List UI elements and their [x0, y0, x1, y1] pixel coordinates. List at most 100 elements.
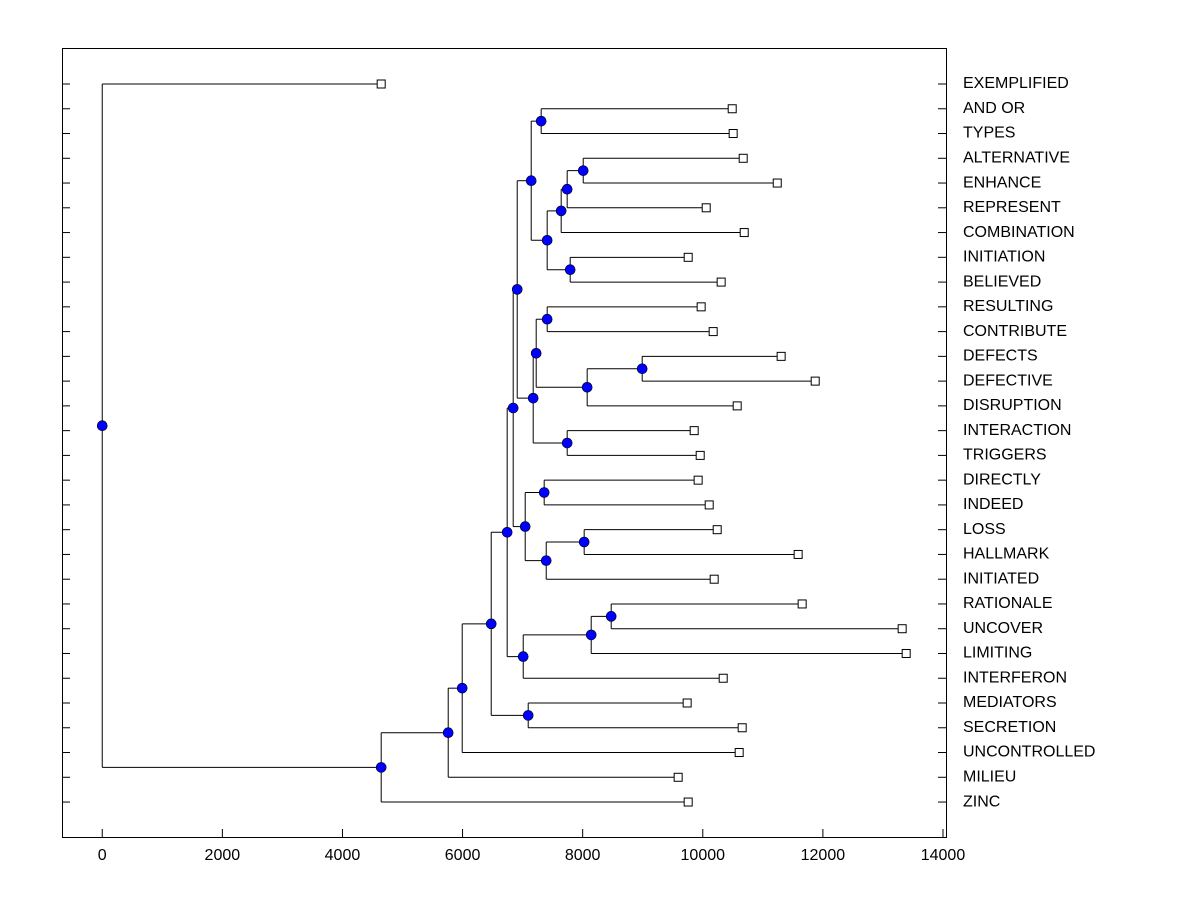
leaf-marker [696, 302, 706, 312]
leaf-marker [727, 104, 737, 114]
leaf-marker [693, 475, 703, 485]
leaf-label: RESULTING [963, 298, 1053, 315]
x-tick-label: 0 [98, 847, 107, 864]
node-marker [442, 727, 454, 739]
node-marker [555, 205, 567, 217]
node-marker [522, 710, 534, 721]
leaf-label: LOSS [963, 521, 1006, 538]
leaf-marker [793, 549, 803, 559]
leaf-marker [897, 624, 907, 634]
leaf-label: INTERACTION [963, 422, 1071, 439]
leaf-label: RATIONALE [963, 595, 1053, 612]
leaf-marker [704, 500, 714, 510]
leaf-label: AND OR [963, 100, 1025, 117]
x-tick-label: 14000 [921, 847, 966, 864]
x-tick-label: 4000 [325, 847, 361, 864]
node-marker [538, 487, 550, 498]
leaf-label: MILIEU [963, 768, 1016, 785]
leaf-label: DEFECTS [963, 348, 1038, 365]
leaf-marker [709, 574, 719, 584]
leaf-marker [810, 376, 820, 386]
leaf-marker [797, 599, 807, 609]
node-marker [525, 175, 537, 187]
node-marker [535, 115, 547, 127]
node-marker [585, 629, 597, 641]
leaf-marker [683, 252, 693, 262]
leaf-label: ALTERNATIVE [963, 149, 1070, 166]
node-marker [561, 183, 573, 195]
leaf-label: DIRECTLY [963, 471, 1041, 488]
node-marker [501, 526, 513, 538]
leaf-marker [673, 772, 683, 782]
leaf-label: REPRESENT [963, 199, 1061, 216]
leaf-marker [772, 178, 782, 188]
leaf-marker [739, 228, 749, 238]
leaf-label: EXEMPLIFIED [963, 75, 1069, 92]
leaf-label: UNCONTROLLED [963, 744, 1095, 761]
leaf-marker [734, 748, 744, 758]
node-marker [577, 165, 589, 176]
node-marker [541, 234, 553, 246]
leaf-label: INITIATION [963, 249, 1045, 266]
node-marker [507, 402, 519, 414]
leaf-label: TYPES [963, 125, 1015, 142]
x-tick-label: 6000 [445, 847, 481, 864]
leaf-marker [376, 79, 386, 89]
leaf-label: LIMITING [963, 645, 1032, 662]
node-marker [530, 347, 542, 359]
leaf-marker [732, 401, 742, 411]
leaf-label: DISRUPTION [963, 397, 1062, 414]
node-marker [581, 382, 593, 393]
leaf-label: INDEED [963, 496, 1023, 513]
node-marker [578, 536, 590, 548]
leaf-marker [683, 797, 693, 807]
leaf-marker [738, 153, 748, 163]
leaf-label: HALLMARK [963, 546, 1050, 563]
leaf-label: BELIEVED [963, 273, 1041, 290]
x-tick-label: 2000 [205, 847, 241, 864]
leaf-label: TRIGGERS [963, 447, 1047, 464]
node-marker [541, 313, 553, 325]
node-marker [540, 555, 552, 566]
leaf-label: SECRETION [963, 719, 1056, 736]
node-marker [519, 521, 531, 532]
node-marker [511, 284, 523, 295]
leaf-label: MEDIATORS [963, 694, 1057, 711]
node-marker [456, 682, 468, 694]
leaf-label: CONTRIBUTE [963, 323, 1067, 340]
leaf-marker [901, 648, 911, 658]
leaf-marker [737, 723, 747, 733]
node-marker [527, 392, 539, 404]
leaf-marker [695, 450, 705, 460]
leaf-label: COMBINATION [963, 224, 1075, 241]
x-tick-label: 10000 [681, 847, 726, 864]
leaf-label: INTERFERON [963, 669, 1067, 686]
leaf-marker [708, 327, 718, 337]
leaf-label: ENHANCE [963, 174, 1041, 191]
leaf-marker [682, 698, 692, 708]
leaf-marker [718, 673, 728, 683]
node-marker [485, 618, 497, 630]
leaf-marker [716, 277, 726, 287]
plot-frame [62, 48, 947, 838]
leaf-label: UNCOVER [963, 620, 1043, 637]
node-marker [375, 762, 387, 773]
leaf-marker [728, 129, 738, 139]
leaf-label: DEFECTIVE [963, 372, 1053, 389]
leaf-label: INITIATED [963, 570, 1039, 587]
leaf-marker [701, 203, 711, 213]
x-tick-label: 8000 [565, 847, 601, 864]
node-marker [561, 437, 573, 449]
leaf-marker [689, 426, 699, 436]
node-marker [517, 651, 529, 662]
leaf-marker [776, 351, 786, 361]
leaf-label: ZINC [963, 793, 1000, 810]
node-marker [564, 264, 576, 276]
leaf-marker [712, 525, 722, 535]
node-marker [605, 611, 617, 622]
node-marker [96, 420, 108, 431]
x-tick-label: 12000 [801, 847, 846, 864]
node-marker [636, 363, 648, 375]
